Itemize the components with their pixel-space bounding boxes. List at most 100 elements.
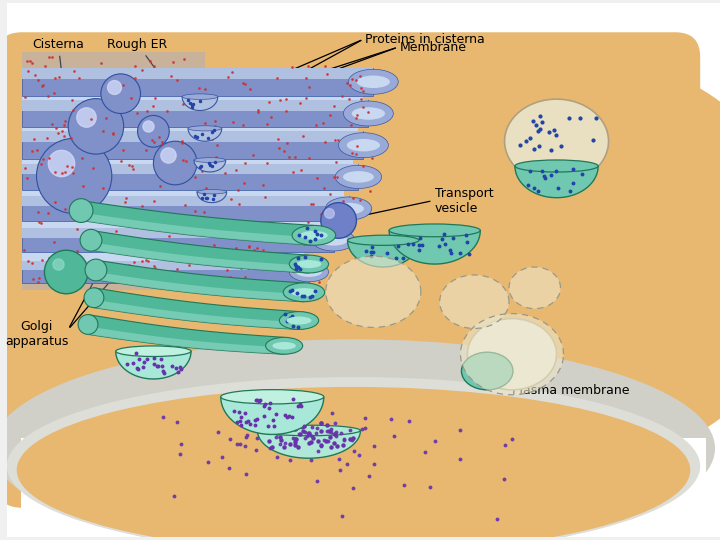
Polygon shape xyxy=(197,192,227,202)
Polygon shape xyxy=(81,201,314,245)
Polygon shape xyxy=(348,240,419,267)
Text: Membrane: Membrane xyxy=(400,40,467,53)
Polygon shape xyxy=(96,272,304,302)
Ellipse shape xyxy=(279,312,319,329)
Polygon shape xyxy=(88,315,284,354)
Polygon shape xyxy=(22,164,359,174)
Ellipse shape xyxy=(515,160,598,172)
Polygon shape xyxy=(515,166,598,198)
Ellipse shape xyxy=(291,288,317,296)
Ellipse shape xyxy=(116,346,191,356)
Circle shape xyxy=(80,230,102,251)
Polygon shape xyxy=(91,242,309,273)
Text: Transport
vesicle: Transport vesicle xyxy=(435,187,493,215)
Polygon shape xyxy=(22,99,369,127)
Circle shape xyxy=(84,288,104,308)
Text: Extracellular fluid: Extracellular fluid xyxy=(526,476,652,489)
Ellipse shape xyxy=(289,262,328,282)
Ellipse shape xyxy=(289,255,328,273)
Circle shape xyxy=(37,138,112,213)
FancyBboxPatch shape xyxy=(0,32,700,508)
Circle shape xyxy=(101,74,140,113)
Polygon shape xyxy=(22,261,309,283)
Ellipse shape xyxy=(266,338,302,354)
Ellipse shape xyxy=(336,165,382,188)
Ellipse shape xyxy=(297,260,321,268)
Circle shape xyxy=(153,141,197,185)
Polygon shape xyxy=(94,288,299,329)
Polygon shape xyxy=(22,52,205,290)
Ellipse shape xyxy=(343,101,393,126)
Ellipse shape xyxy=(333,203,364,214)
Polygon shape xyxy=(22,96,364,99)
Ellipse shape xyxy=(325,197,372,220)
Ellipse shape xyxy=(356,76,390,88)
Polygon shape xyxy=(22,228,333,252)
Ellipse shape xyxy=(283,283,325,302)
Text: Plasma membrane: Plasma membrane xyxy=(436,384,629,428)
Ellipse shape xyxy=(182,94,217,99)
Ellipse shape xyxy=(348,69,398,94)
Polygon shape xyxy=(21,438,706,524)
Ellipse shape xyxy=(467,319,557,390)
Text: Figure 3.6, step 7: Figure 3.6, step 7 xyxy=(531,495,664,508)
Polygon shape xyxy=(440,275,509,328)
Polygon shape xyxy=(325,256,421,327)
Polygon shape xyxy=(22,228,333,238)
Ellipse shape xyxy=(188,126,222,131)
Polygon shape xyxy=(116,351,191,379)
Circle shape xyxy=(403,62,720,458)
Ellipse shape xyxy=(0,339,715,540)
Polygon shape xyxy=(22,190,343,195)
Ellipse shape xyxy=(338,133,388,158)
Polygon shape xyxy=(22,159,354,164)
Text: Rough ER: Rough ER xyxy=(107,38,168,78)
Ellipse shape xyxy=(320,235,348,246)
Ellipse shape xyxy=(462,352,513,390)
Polygon shape xyxy=(22,131,364,143)
Ellipse shape xyxy=(296,267,322,277)
Polygon shape xyxy=(96,260,304,302)
Polygon shape xyxy=(258,430,361,458)
Polygon shape xyxy=(22,164,359,190)
Ellipse shape xyxy=(292,225,336,245)
Circle shape xyxy=(68,99,124,154)
Ellipse shape xyxy=(351,107,385,120)
Circle shape xyxy=(78,315,98,334)
Polygon shape xyxy=(88,327,284,354)
Polygon shape xyxy=(461,314,564,395)
Polygon shape xyxy=(22,68,373,96)
Polygon shape xyxy=(194,160,225,172)
Ellipse shape xyxy=(389,224,480,237)
Ellipse shape xyxy=(258,425,361,436)
Text: Cisterna: Cisterna xyxy=(32,38,84,109)
Ellipse shape xyxy=(194,158,225,163)
Polygon shape xyxy=(22,131,364,159)
Ellipse shape xyxy=(347,139,380,151)
Ellipse shape xyxy=(221,390,324,404)
Polygon shape xyxy=(22,68,373,79)
Polygon shape xyxy=(22,261,309,270)
Ellipse shape xyxy=(348,235,419,245)
Text: Pathway 2: Pathway 2 xyxy=(223,285,299,298)
Polygon shape xyxy=(22,127,359,131)
Ellipse shape xyxy=(6,377,700,540)
Polygon shape xyxy=(94,300,299,329)
Polygon shape xyxy=(22,99,369,111)
Polygon shape xyxy=(22,195,348,206)
Ellipse shape xyxy=(272,342,296,349)
Polygon shape xyxy=(182,97,217,111)
Polygon shape xyxy=(221,397,324,434)
Polygon shape xyxy=(509,267,560,309)
Circle shape xyxy=(85,259,107,281)
Ellipse shape xyxy=(312,230,355,251)
Polygon shape xyxy=(81,213,314,245)
Circle shape xyxy=(138,116,169,147)
Ellipse shape xyxy=(343,171,374,183)
Polygon shape xyxy=(22,252,304,261)
Text: Proteins in cisterna: Proteins in cisterna xyxy=(365,33,485,46)
Text: Golgi
apparatus: Golgi apparatus xyxy=(5,320,68,348)
Ellipse shape xyxy=(197,190,227,194)
Polygon shape xyxy=(22,221,329,228)
Ellipse shape xyxy=(17,387,690,540)
